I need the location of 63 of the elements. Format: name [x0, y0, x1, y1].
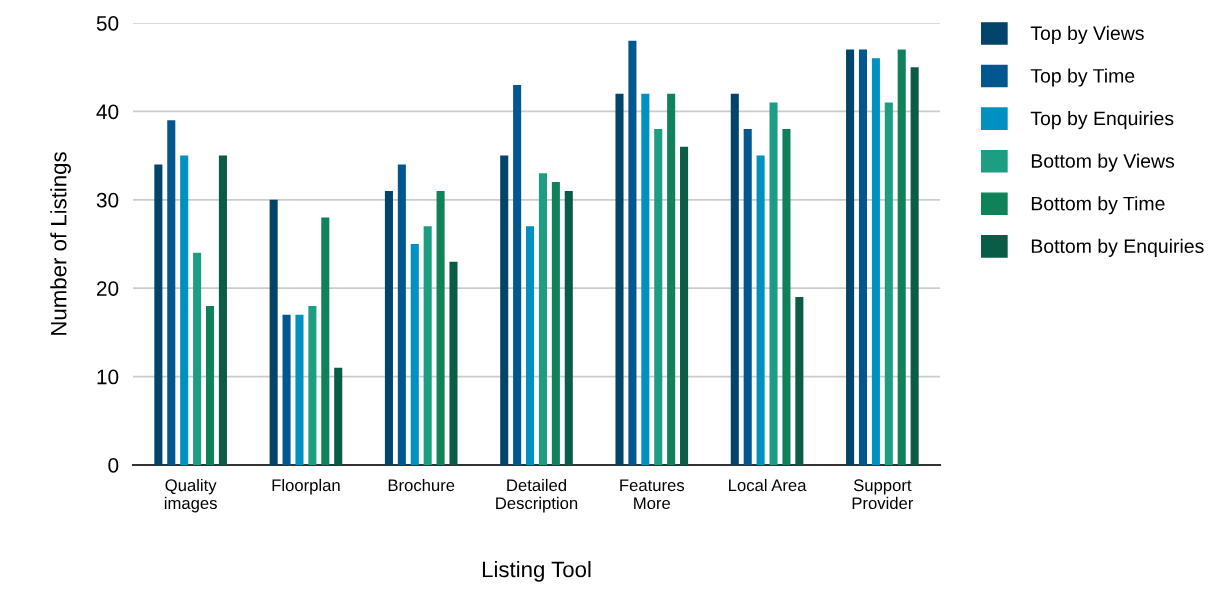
legend-label: Bottom by Views [1031, 153, 1175, 172]
x-tick-label: Floorplan [272, 478, 340, 495]
bar [858, 49, 868, 465]
bar [321, 217, 330, 465]
bar [500, 155, 509, 465]
bar [423, 226, 432, 465]
y-axis-title: Number of Listings [50, 152, 71, 335]
bar [436, 190, 445, 465]
bar [795, 297, 804, 465]
bar [218, 155, 227, 465]
bar [526, 226, 535, 465]
bar [384, 190, 393, 465]
bar [334, 367, 343, 465]
bar [628, 40, 637, 465]
bar [680, 146, 689, 465]
bar [180, 155, 189, 465]
x-tick-label: Detailed Description [496, 478, 578, 513]
y-tick-label: 50 [96, 16, 119, 31]
x-tick-label: Quality images [164, 478, 217, 513]
bar [769, 102, 778, 465]
bar [513, 84, 522, 465]
y-tick-label: 10 [97, 369, 119, 385]
bar [551, 182, 560, 465]
bar [730, 93, 739, 465]
bar [205, 305, 215, 465]
x-tick-label: Brochure [388, 478, 455, 492]
bar [538, 173, 547, 465]
y-tick-label: 20 [96, 281, 119, 296]
legend-label: Top by Enquiries [1030, 111, 1174, 130]
bar [193, 252, 202, 465]
bar [654, 129, 663, 465]
legend-label: Top by Time [1030, 68, 1135, 87]
x-tick-label: Local Area [729, 478, 807, 492]
bar [756, 155, 765, 465]
bar [282, 314, 291, 465]
bar [846, 49, 855, 465]
legend-label: Bottom by Time [1031, 196, 1165, 215]
bar [397, 164, 406, 465]
bar [167, 120, 176, 465]
bar [743, 129, 752, 465]
bar [667, 93, 676, 465]
bar [154, 164, 163, 465]
y-tick-label: 40 [96, 104, 119, 120]
bar [308, 305, 317, 465]
bar [641, 93, 650, 465]
y-tick-label: 30 [96, 192, 119, 208]
bar [615, 93, 624, 465]
bar [782, 129, 791, 465]
bar [295, 314, 304, 465]
bar [910, 67, 919, 465]
x-axis-title: Listing Tool [482, 560, 591, 582]
bar [269, 199, 278, 465]
bar [449, 261, 458, 465]
bar [884, 102, 893, 465]
y-tick-label: 0 [108, 458, 119, 473]
bar [871, 58, 880, 465]
bar [410, 244, 419, 465]
bar [897, 49, 906, 465]
legend-label: Top by Views [1030, 25, 1144, 44]
x-tick-label: Features More [620, 479, 685, 510]
bar [564, 190, 573, 465]
x-tick-label: Support Provider [852, 479, 914, 510]
legend-label: Bottom by Enquiries [1031, 238, 1204, 257]
